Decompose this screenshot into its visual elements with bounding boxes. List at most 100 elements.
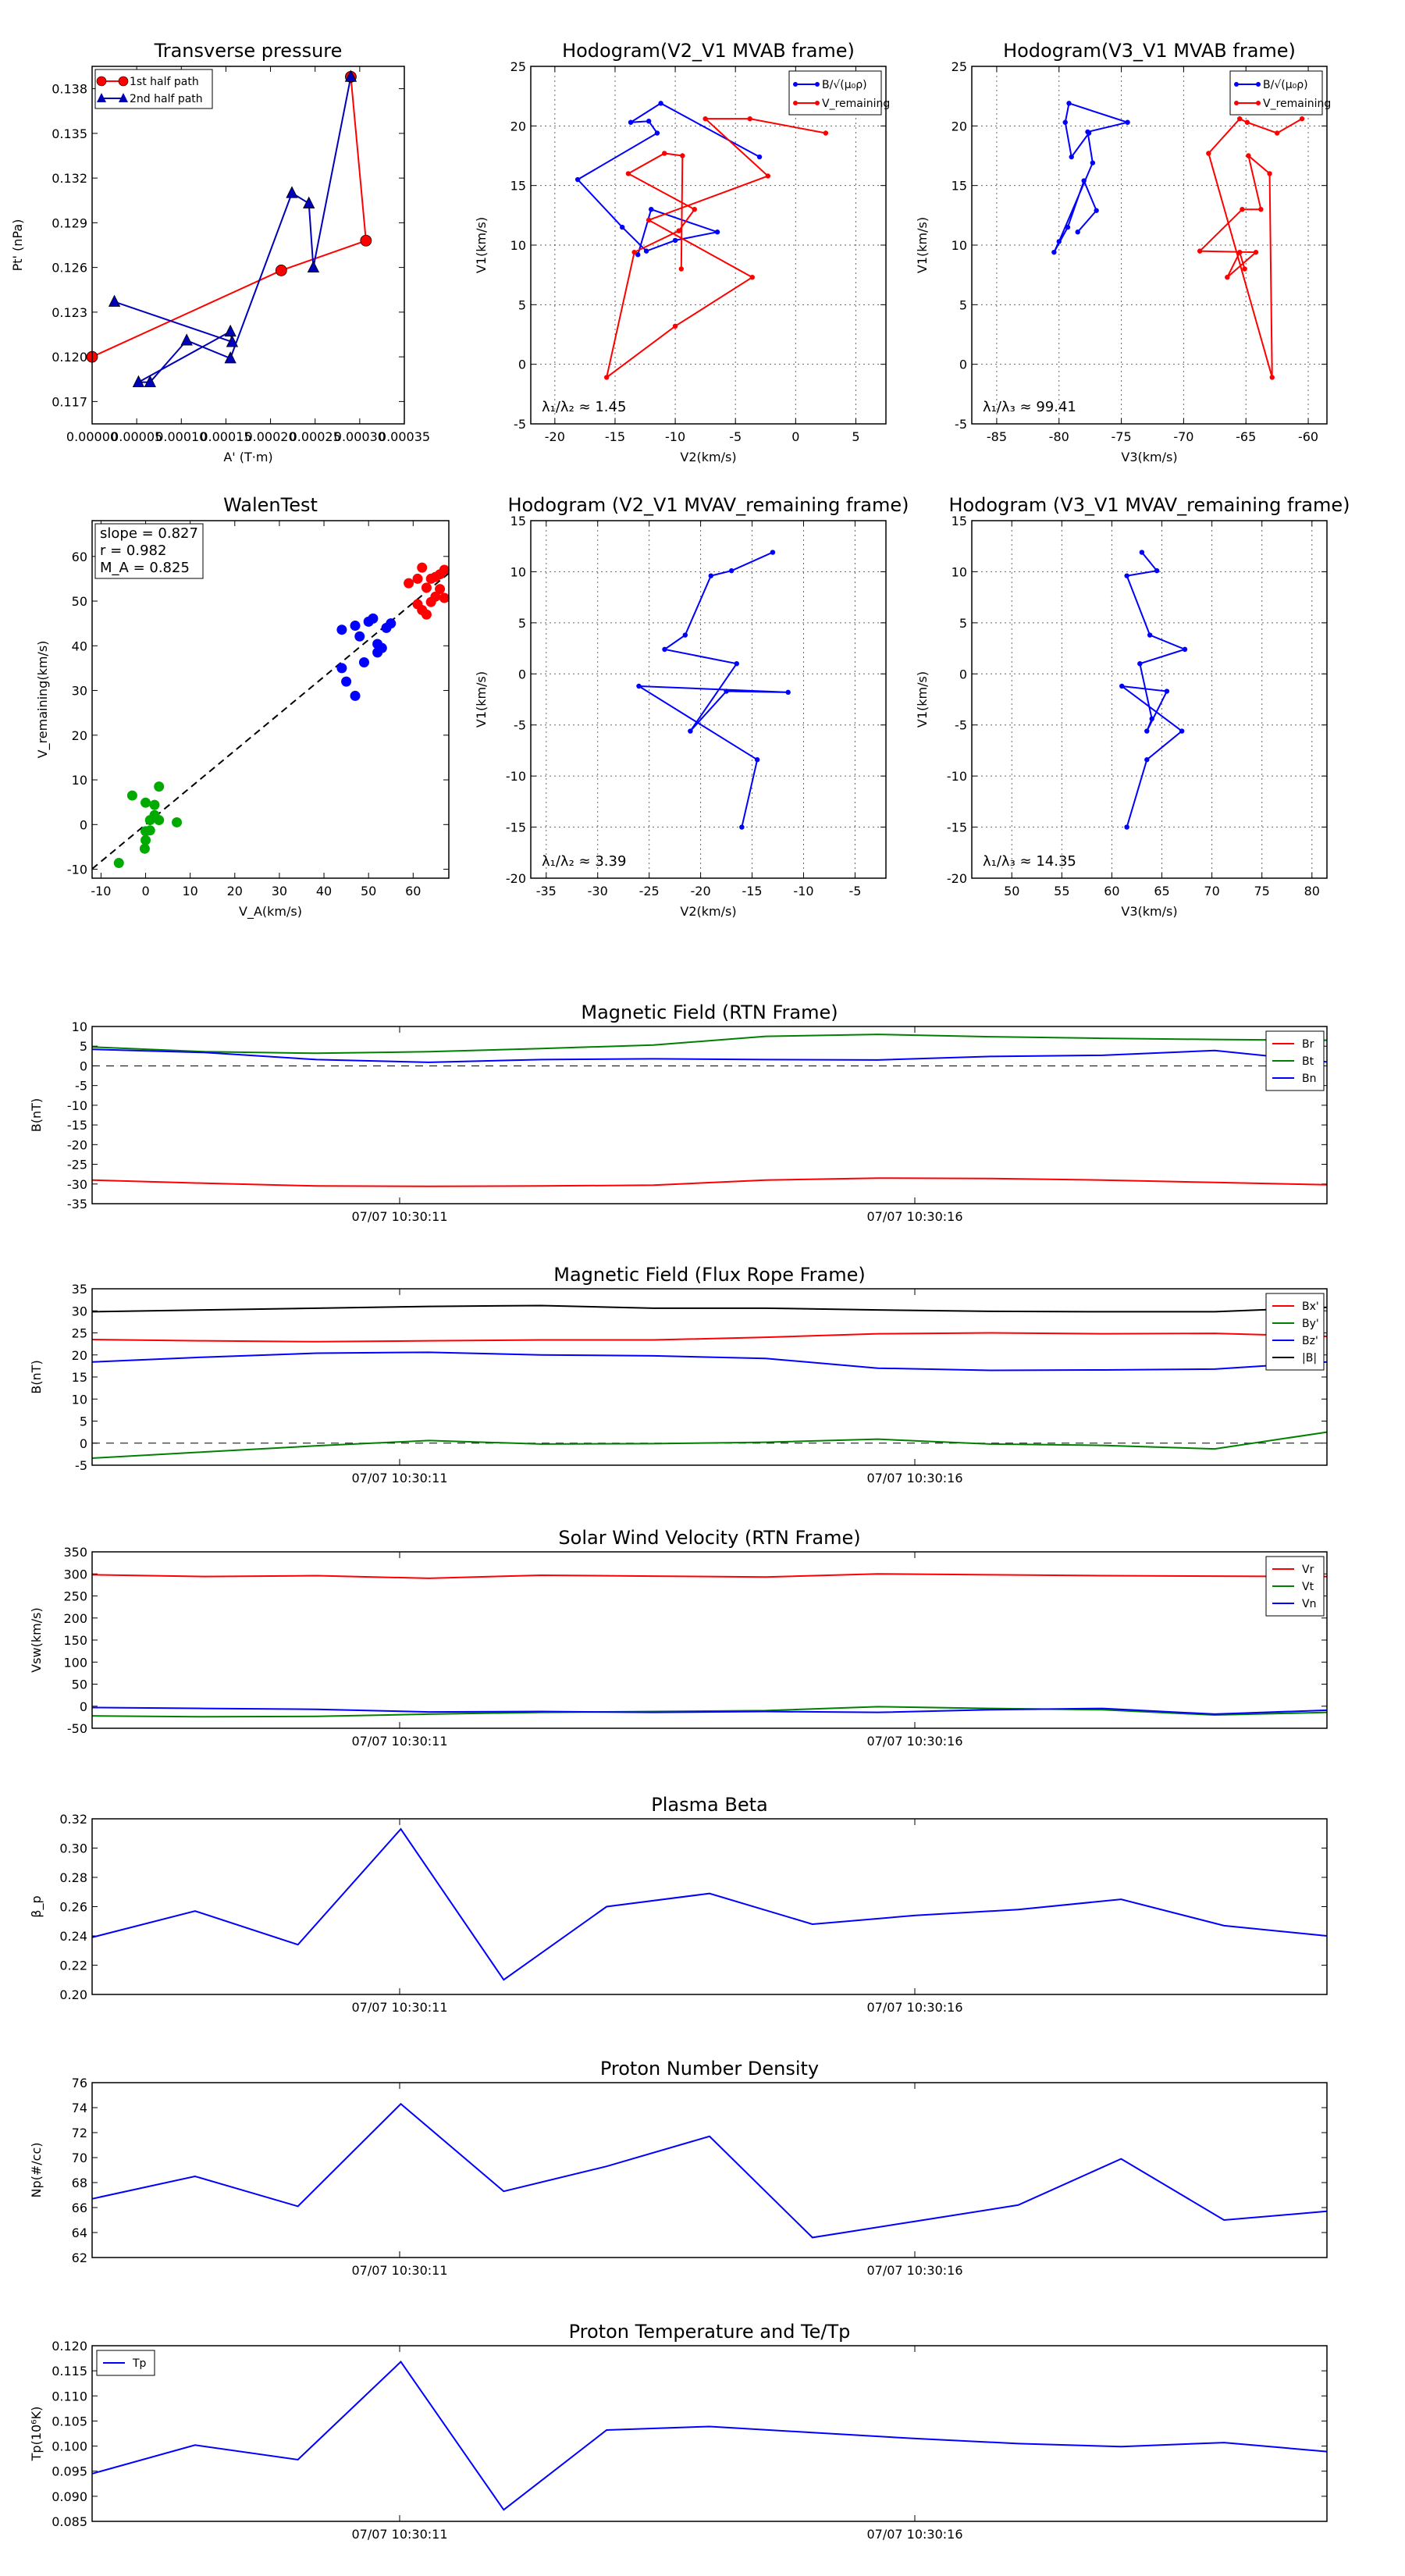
y-axis-label: Np(#/cc) [29,2143,44,2198]
series-line-beta [91,1827,1328,1981]
data-point [1144,728,1150,734]
data-point [126,790,137,801]
x-axis-label: A' (T·m) [223,450,272,464]
y-tick-label: 0.110 [52,2389,87,2403]
data-point [1242,266,1247,272]
y-tick-label: 70 [72,2151,87,2165]
legend-label: By' [1302,1318,1319,1330]
data-point [658,101,663,106]
legend: B/√(μ₀ρ) V_remaining [788,70,890,116]
data-point [724,688,729,694]
y-tick-label: 35 [72,1282,87,1297]
x-tick-label: -65 [1236,429,1256,444]
x-tick-label: 07/07 10:30:16 [866,2263,962,2278]
y-tick-label: -20 [947,871,967,886]
y-tick-label: 0.28 [59,1870,87,1885]
legend-label: Vr [1302,1564,1314,1576]
y-tick-label: 72 [72,2126,87,2140]
y-tick-label: 200 [63,1611,87,1626]
stats-box [94,523,204,579]
x-tick-label: -5 [729,429,742,444]
x-tick-label: 60 [1104,884,1119,898]
y-tick-label: 0 [80,817,87,832]
fit-stat-text: slope = 0.827 [100,525,198,542]
data-point [1139,550,1145,555]
data-point [1124,824,1129,830]
data-point [1065,224,1071,230]
y-tick-label: -10 [67,863,87,877]
y-tick-label: -30 [67,1177,87,1192]
data-point [754,757,760,763]
series-line-B [1119,551,1187,827]
data-point [747,116,752,122]
y-tick-label: 0.120 [52,2339,87,2354]
panel-beta: Plasma Beta 0.20 0.22 0.24 0.26 0.28 0.30 0.32 0… [29,1794,1328,2015]
x-tick-label: -10 [793,884,813,898]
y-tick-label: 76 [72,2076,87,2090]
y-tick-label: -15 [67,1118,87,1133]
y-tick-label: 0.090 [52,2489,87,2504]
data-point [708,573,713,578]
data-point [574,176,581,183]
data-point [350,621,361,632]
x-tick-label: 50 [1004,884,1019,898]
y-tick-label: 10 [510,564,526,579]
data-point [275,265,287,276]
legend: Vr Vt Vn [1265,1556,1325,1617]
y-tick-label: -10 [506,769,526,784]
legend-label: |B| [1302,1352,1317,1364]
y-tick-label: 25 [72,1326,87,1341]
x-tick-label: -60 [1298,429,1318,444]
eigenvalue-ratio-annotation: λ₁/λ₃ ≈ 14.35 [983,853,1076,870]
legend-label: B/√(μ₀ρ) [1263,79,1308,91]
legend-marker [815,82,820,87]
x-tick-label: -30 [588,884,608,898]
y-tick-label: 0.20 [59,1987,87,2002]
x-tick-label: 07/07 10:30:11 [351,2527,447,2542]
data-point [1081,178,1087,183]
data-point [1274,130,1280,136]
series-line-Vr [91,1573,1328,1579]
data-point [1119,683,1125,689]
y-tick-label: -20 [67,1137,87,1152]
data-point [224,351,237,364]
x-tick-label: 60 [405,884,421,898]
x-tick-label: -10 [91,884,111,898]
panel-mag_fr: Magnetic Field (Flux Rope Frame) -5 0 5 10 15… [29,1264,1328,1485]
plot-border [530,520,887,879]
data-point [1056,239,1062,244]
plot-border [971,520,1328,879]
legend-marker [793,82,798,87]
legend-marker [793,101,798,105]
data-point [172,817,183,827]
y-tick-label: 20 [72,728,87,743]
y-tick-label: 0 [518,358,526,372]
legend-label: Bn [1302,1073,1316,1085]
data-point [417,562,428,573]
legend-label: Bt [1302,1055,1314,1068]
x-axis-label: V2(km/s) [680,904,736,919]
y-tick-label: 10 [510,238,526,253]
y-tick-label: 10 [72,1019,87,1034]
data-point [1258,207,1264,212]
legend-box [788,70,882,116]
x-tick-label: 07/07 10:30:16 [866,2527,962,2542]
data-point [649,207,654,212]
y-tick-label: 25 [951,59,967,74]
legend-label: Vn [1302,1598,1316,1610]
chart-title: Magnetic Field (RTN Frame) [581,1002,838,1023]
y-axis-label: V1(km/s) [474,671,489,728]
data-point [140,797,151,808]
data-point [688,728,693,734]
y-tick-label: 0 [80,1699,87,1714]
data-point [336,663,347,674]
data-point [1066,101,1072,106]
x-tick-label: -15 [605,429,625,444]
eigenvalue-ratio-annotation: λ₁/λ₂ ≈ 3.39 [542,853,626,870]
y-tick-label: 30 [72,684,87,699]
data-point [678,266,684,272]
series-line-Bt [91,1034,1328,1055]
data-point [1244,119,1250,125]
data-point [354,631,365,642]
